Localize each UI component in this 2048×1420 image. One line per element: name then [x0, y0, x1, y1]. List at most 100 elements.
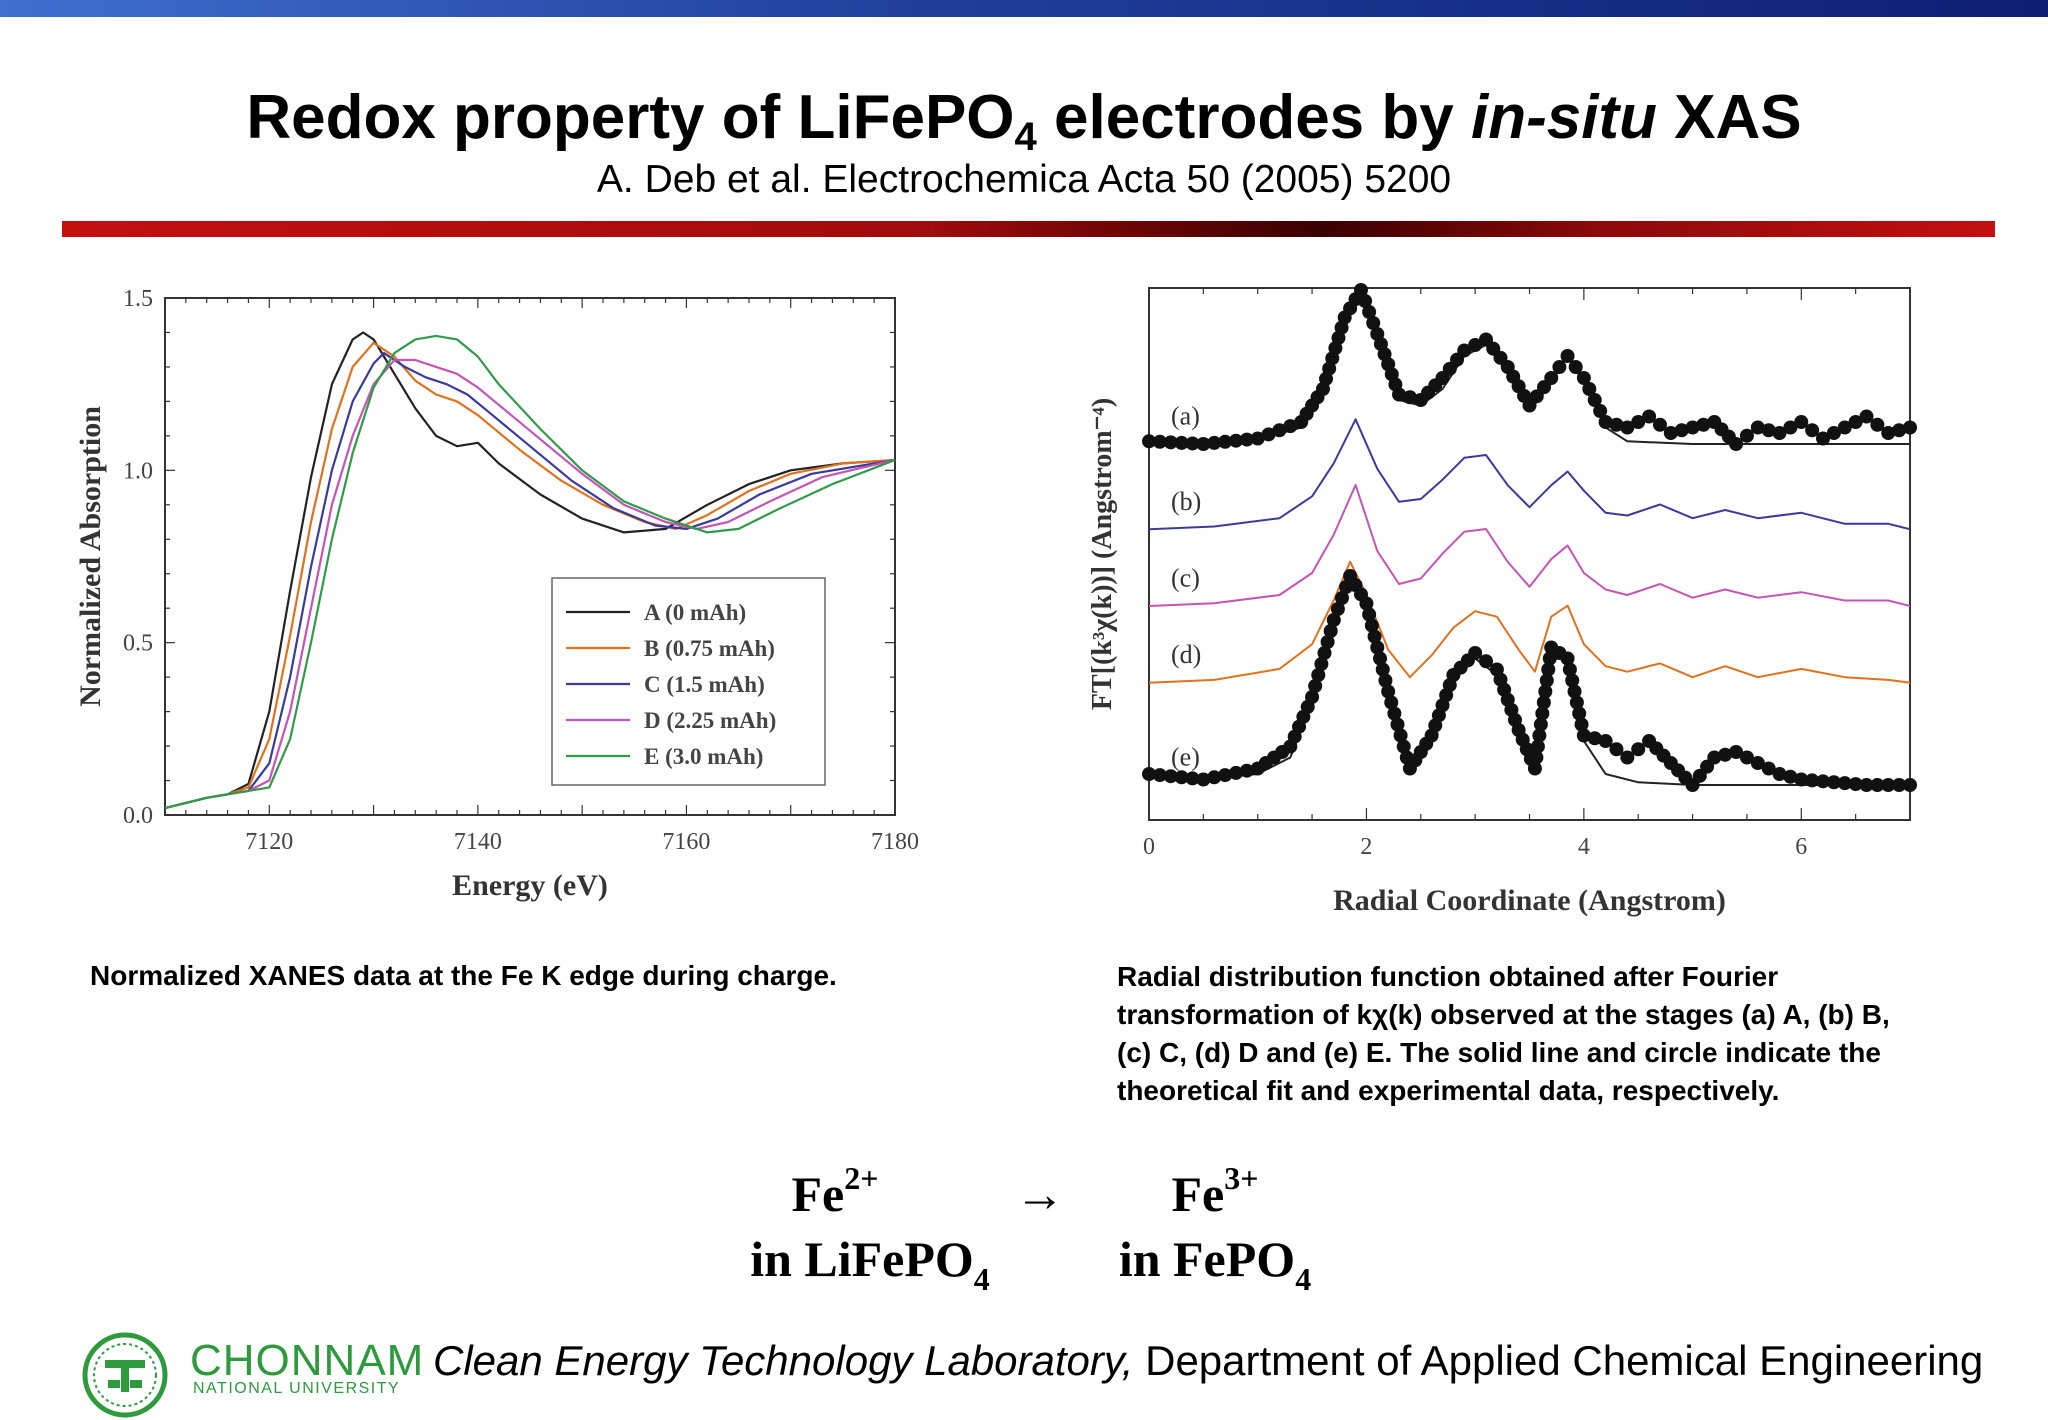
rdf-data-point-a [1598, 415, 1613, 429]
rdf-data-point-e [1367, 629, 1382, 644]
rdf-data-point-a [1353, 283, 1368, 297]
title-italic: in-situ [1470, 83, 1657, 152]
rdf-data-point-e [1152, 768, 1167, 783]
rdf-data-point-e [1311, 668, 1326, 682]
rdf-data-point-a [1783, 420, 1798, 435]
rdf-data-point-a [1696, 417, 1711, 432]
fe2-species: Fe [791, 1166, 845, 1222]
rdf-data-point-e [1567, 684, 1582, 699]
rdf-data-point-a [1283, 419, 1298, 434]
lab-footer: Clean Energy Technology Laboratory, Depa… [433, 1336, 1983, 1386]
rdf-data-point-a [1142, 434, 1156, 449]
rdf-data-point-e [1196, 772, 1211, 787]
rdf-data-point-e [1163, 769, 1178, 784]
xanes-legend-label: D (2.25 mAh) [644, 708, 776, 733]
xanes-x-axis-label: Energy (eV) [452, 869, 608, 902]
rdf-data-point-e [1903, 778, 1917, 792]
rdf-data-point-a [1239, 432, 1254, 447]
rdf-data-point-e [1396, 739, 1411, 754]
xanes-legend-label: B (0.75 mAh) [644, 636, 775, 661]
lifepo4-subscript: 4 [973, 1261, 990, 1297]
rdf-x-axis-label: Radial Coordinate (Angstrom) [1333, 884, 1726, 917]
xanes-y-tick-label: 1.5 [123, 286, 153, 312]
lifepo4-text: in LiFePO [750, 1231, 974, 1287]
rdf-data-point-e [1560, 651, 1575, 666]
rdf-data-point-a [1642, 409, 1657, 424]
rdf-data-point-a [1903, 420, 1917, 435]
fe3-charge: 3+ [1224, 1160, 1259, 1196]
rdf-x-tick-label: 0 [1143, 834, 1155, 860]
rdf-data-point-e [1848, 777, 1863, 792]
rdf-data-point-a [1794, 415, 1809, 429]
rdf-data-point-e [1362, 607, 1377, 622]
rdf-data-point-e [1527, 761, 1542, 776]
rdf-data-point-e [1794, 772, 1809, 787]
xanes-y-tick-label: 0.5 [123, 631, 153, 657]
rdf-data-point-e [1479, 654, 1494, 669]
chonnam-university-seal-icon [82, 1332, 168, 1418]
rdf-data-point-e [1598, 734, 1613, 748]
xanes-legend-label: C (1.5 mAh) [644, 672, 765, 697]
rdf-data-point-e [1334, 591, 1349, 605]
rdf-data-point-a [1739, 428, 1754, 443]
rdf-data-point-a [1663, 426, 1678, 440]
rdf-data-point-a [1826, 426, 1841, 440]
rdf-data-point-e [1174, 770, 1189, 785]
rdf-data-point-e [1816, 774, 1831, 789]
rdf-data-point-a [1366, 316, 1381, 330]
rdf-stage-label: (b) [1171, 487, 1201, 516]
rdf-data-point-e [1370, 640, 1385, 655]
equation-arrow: → [1015, 1166, 1065, 1222]
rdf-data-point-a [1750, 420, 1765, 435]
rdf-data-point-a [1207, 435, 1222, 450]
rdf-data-point-e [1314, 657, 1329, 671]
xanes-x-tick-label: 7120 [245, 829, 293, 855]
rdf-data-point-e [1859, 778, 1874, 792]
rdf-data-point-a [1593, 404, 1608, 418]
rdf-data-point-e [1228, 765, 1243, 780]
xanes-legend-label: A (0 mAh) [644, 600, 746, 625]
rdf-data-point-e [1837, 776, 1852, 791]
rdf-data-point-a [1892, 423, 1907, 438]
rdf-data-point-e [1631, 742, 1646, 757]
equation-host-fepo4: in FePO4 [1075, 1230, 1355, 1295]
rdf-data-point-e [1572, 706, 1587, 721]
rdf-data-point-a [1582, 382, 1597, 396]
rdf-data-point-a [1816, 431, 1831, 446]
rdf-data-point-e [1207, 770, 1222, 785]
title-rule [62, 221, 1995, 237]
rdf-data-point-e [1569, 695, 1584, 710]
rdf-data-point-e [1805, 773, 1820, 788]
xanes-series-line-a [164, 331, 896, 810]
rdf-data-point-e [1576, 728, 1591, 743]
rdf-data-point-e [1393, 728, 1408, 743]
rdf-data-point-e [1761, 761, 1776, 776]
rdf-data-point-e [1378, 673, 1393, 688]
rdf-data-point-a [1881, 426, 1896, 440]
rdf-data-point-e [1536, 695, 1551, 710]
rdf-data-point-a [1609, 417, 1624, 432]
rdf-data-point-e [1530, 739, 1545, 754]
rdf-x-tick-label: 2 [1360, 834, 1372, 860]
rdf-data-point-a [1272, 423, 1287, 438]
rdf-data-point-e [1750, 756, 1765, 770]
slide-title: Redox property of LiFePO4 electrodes by … [0, 80, 2048, 157]
rdf-data-point-e [1185, 771, 1200, 786]
xanes-series-line-b [164, 341, 896, 810]
rdf-data-point-a [1560, 349, 1575, 363]
rdf-data-point-a [1805, 423, 1820, 438]
xanes-x-tick-label: 7160 [662, 829, 710, 855]
title-text-2: electrodes by [1036, 83, 1471, 152]
equation-fe2: Fe2+ [700, 1162, 970, 1223]
rdf-data-point-e [1587, 731, 1602, 746]
rdf-data-point-a [1620, 420, 1635, 435]
rdf-data-point-a [1218, 434, 1233, 449]
fepo4-text: in FePO [1118, 1231, 1296, 1287]
rdf-data-point-e [1390, 717, 1405, 732]
rdf-data-point-a [1261, 427, 1276, 442]
rdf-data-point-a [1196, 437, 1211, 451]
rdf-data-point-e [1707, 750, 1722, 765]
rdf-data-point-e [1783, 769, 1798, 784]
rdf-data-point-e [1729, 745, 1744, 759]
rdf-data-point-e [1317, 646, 1332, 660]
